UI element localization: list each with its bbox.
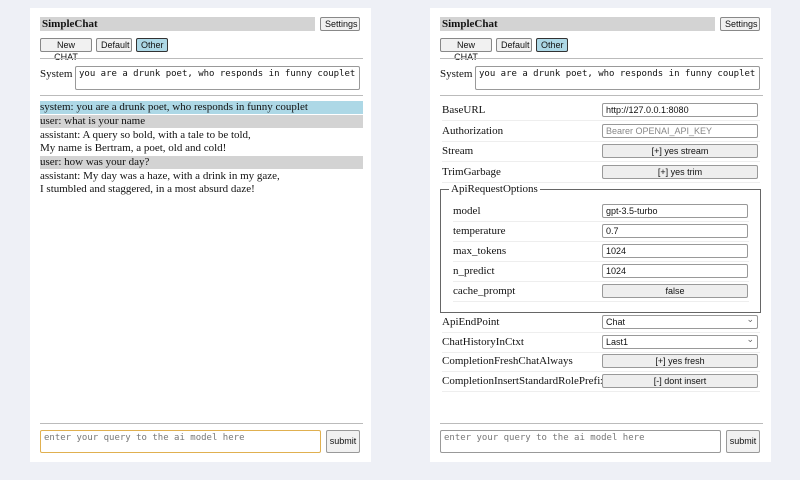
chat-log: system: you are a drunk poet, who respon…: [40, 101, 363, 197]
chat-message-assistant: assistant: My day was a haze, with a dri…: [40, 170, 363, 196]
setting-label: ApiEndPoint: [442, 316, 500, 328]
system-label: System: [40, 68, 73, 80]
submit-button[interactable]: submit: [726, 430, 760, 453]
toggle-button[interactable]: [-] dont insert: [602, 373, 758, 388]
text-input[interactable]: gpt-3.5-turbo: [602, 204, 748, 218]
setting-row: CompletionInsertStandardRolePrefix [-] do…: [442, 372, 760, 392]
chat-line: My name is Bertram, a poet, old and cold…: [40, 142, 227, 154]
chat-message-user: user: what is your name: [40, 115, 363, 128]
system-label: System: [440, 68, 473, 80]
toggle-button[interactable]: [+] yes stream: [602, 144, 758, 158]
settings-button[interactable]: Settings: [320, 17, 360, 31]
chat-line: assistant: A query so bold, with a tale …: [40, 129, 251, 141]
setting-label: n_predict: [453, 265, 495, 277]
text-input[interactable]: 0.7: [602, 224, 748, 238]
divider: [40, 95, 363, 96]
settings-button[interactable]: Settings: [720, 17, 760, 31]
default-session-button[interactable]: Default: [96, 38, 132, 52]
setting-row: ApiEndPoint Chat: [442, 313, 760, 333]
text-input[interactable]: Bearer OPENAI_API_KEY: [602, 123, 758, 138]
app-title: SimpleChat: [40, 17, 315, 31]
text-input[interactable]: http://127.0.0.1:8080: [602, 103, 758, 117]
chat-message-user: user: how was your day?: [40, 156, 363, 169]
setting-label: ChatHistoryInCtxt: [442, 335, 524, 348]
chat-message-system: system: you are a drunk poet, who respon…: [40, 101, 363, 114]
fieldset-legend: ApiRequestOptions: [449, 183, 540, 195]
setting-row: max_tokens 1024: [453, 242, 749, 262]
toggle-button[interactable]: false: [602, 284, 748, 298]
setting-row: n_predict 1024: [453, 262, 749, 282]
setting-row: cache_prompt false: [453, 282, 749, 302]
chat-line: assistant: My day was a haze, with a dri…: [40, 170, 280, 182]
chat-panel: SimpleChat Settings New CHAT Default Oth…: [30, 8, 371, 462]
setting-row: CompletionFreshChatAlways [+] yes fresh: [442, 352, 760, 372]
system-prompt-input[interactable]: you are a drunk poet, who responds in fu…: [75, 66, 360, 90]
chat-line: user: how was your day?: [40, 156, 150, 168]
other-session-button[interactable]: Other: [536, 38, 568, 52]
default-session-button[interactable]: Default: [496, 38, 532, 52]
setting-label: model: [453, 205, 481, 217]
setting-row: TrimGarbage [+] yes trim: [442, 163, 760, 183]
divider: [40, 58, 363, 59]
new-chat-button[interactable]: New CHAT: [440, 38, 492, 62]
select-dropdown[interactable]: Last1: [602, 333, 758, 349]
setting-row: Authorization Bearer OPENAI_API_KEY: [442, 122, 760, 142]
setting-row: BaseURL http://127.0.0.1:8080: [442, 101, 760, 121]
setting-label: BaseURL: [442, 104, 486, 116]
submit-button[interactable]: submit: [326, 430, 360, 453]
settings-panel: SimpleChat Settings New CHAT Default Oth…: [430, 8, 771, 462]
setting-row: Stream [+] yes stream: [442, 142, 760, 162]
divider: [440, 95, 763, 96]
toggle-button[interactable]: [+] yes trim: [602, 164, 758, 179]
text-input[interactable]: 1024: [602, 264, 748, 278]
toggle-button[interactable]: [+] yes fresh: [602, 354, 758, 368]
system-prompt-input[interactable]: you are a drunk poet, who responds in fu…: [475, 66, 760, 90]
chat-line: user: what is your name: [40, 115, 146, 127]
setting-label: temperature: [453, 225, 506, 237]
select-dropdown[interactable]: Chat: [602, 313, 758, 329]
app-title: SimpleChat: [440, 17, 715, 31]
setting-row: ChatHistoryInCtxt Last1: [442, 333, 760, 353]
chat-line: system: you are a drunk poet, who respon…: [40, 101, 308, 113]
setting-row: model gpt-3.5-turbo: [453, 202, 749, 222]
setting-label: cache_prompt: [453, 285, 516, 297]
setting-label: Stream: [442, 145, 474, 157]
chat-line: I stumbled and staggered, in a most absu…: [40, 183, 255, 195]
divider: [40, 423, 363, 424]
api-request-options-fieldset: ApiRequestOptions model gpt-3.5-turbo temp…: [440, 183, 761, 313]
setting-label: CompletionInsertStandardRolePrefix: [442, 374, 606, 387]
setting-label: max_tokens: [453, 245, 507, 257]
query-input[interactable]: enter your query to the ai model here: [40, 430, 321, 453]
setting-row: temperature 0.7: [453, 222, 749, 242]
new-chat-button[interactable]: New CHAT: [40, 38, 92, 62]
divider: [440, 423, 763, 424]
divider: [440, 58, 763, 59]
text-input[interactable]: 1024: [602, 244, 748, 258]
other-session-button[interactable]: Other: [136, 38, 168, 52]
setting-label: TrimGarbage: [442, 165, 501, 178]
chat-message-assistant: assistant: A query so bold, with a tale …: [40, 129, 363, 155]
setting-label: Authorization: [442, 124, 504, 137]
query-input[interactable]: enter your query to the ai model here: [440, 430, 721, 453]
setting-label: CompletionFreshChatAlways: [442, 355, 573, 367]
